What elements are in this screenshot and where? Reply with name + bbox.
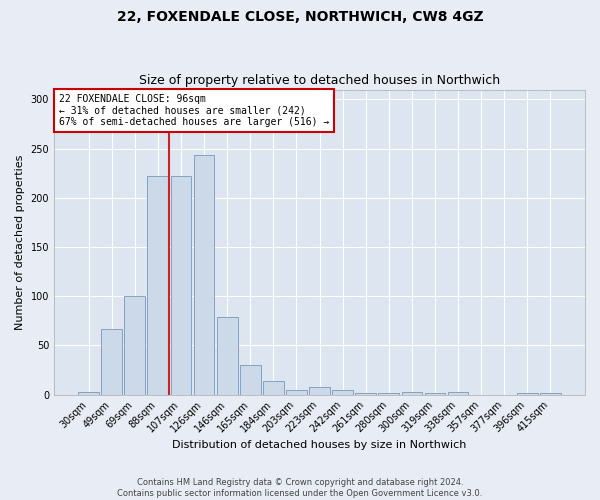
X-axis label: Distribution of detached houses by size in Northwich: Distribution of detached houses by size … xyxy=(172,440,467,450)
Y-axis label: Number of detached properties: Number of detached properties xyxy=(15,154,25,330)
Bar xyxy=(78,392,99,394)
Bar xyxy=(286,390,307,394)
Bar xyxy=(309,387,330,394)
Bar xyxy=(124,296,145,394)
Bar xyxy=(425,392,445,394)
Bar xyxy=(355,392,376,394)
Bar xyxy=(332,390,353,394)
Bar xyxy=(240,365,260,394)
Bar xyxy=(217,317,238,394)
Bar xyxy=(194,156,214,394)
Text: Contains HM Land Registry data © Crown copyright and database right 2024.
Contai: Contains HM Land Registry data © Crown c… xyxy=(118,478,482,498)
Bar xyxy=(401,392,422,394)
Bar xyxy=(170,176,191,394)
Bar xyxy=(148,176,168,394)
Text: 22, FOXENDALE CLOSE, NORTHWICH, CW8 4GZ: 22, FOXENDALE CLOSE, NORTHWICH, CW8 4GZ xyxy=(116,10,484,24)
Title: Size of property relative to detached houses in Northwich: Size of property relative to detached ho… xyxy=(139,74,500,87)
Bar xyxy=(517,392,538,394)
Bar xyxy=(379,392,399,394)
Bar xyxy=(263,381,284,394)
Text: 22 FOXENDALE CLOSE: 96sqm
← 31% of detached houses are smaller (242)
67% of semi: 22 FOXENDALE CLOSE: 96sqm ← 31% of detac… xyxy=(59,94,329,128)
Bar xyxy=(540,392,561,394)
Bar xyxy=(448,392,469,394)
Bar xyxy=(101,328,122,394)
